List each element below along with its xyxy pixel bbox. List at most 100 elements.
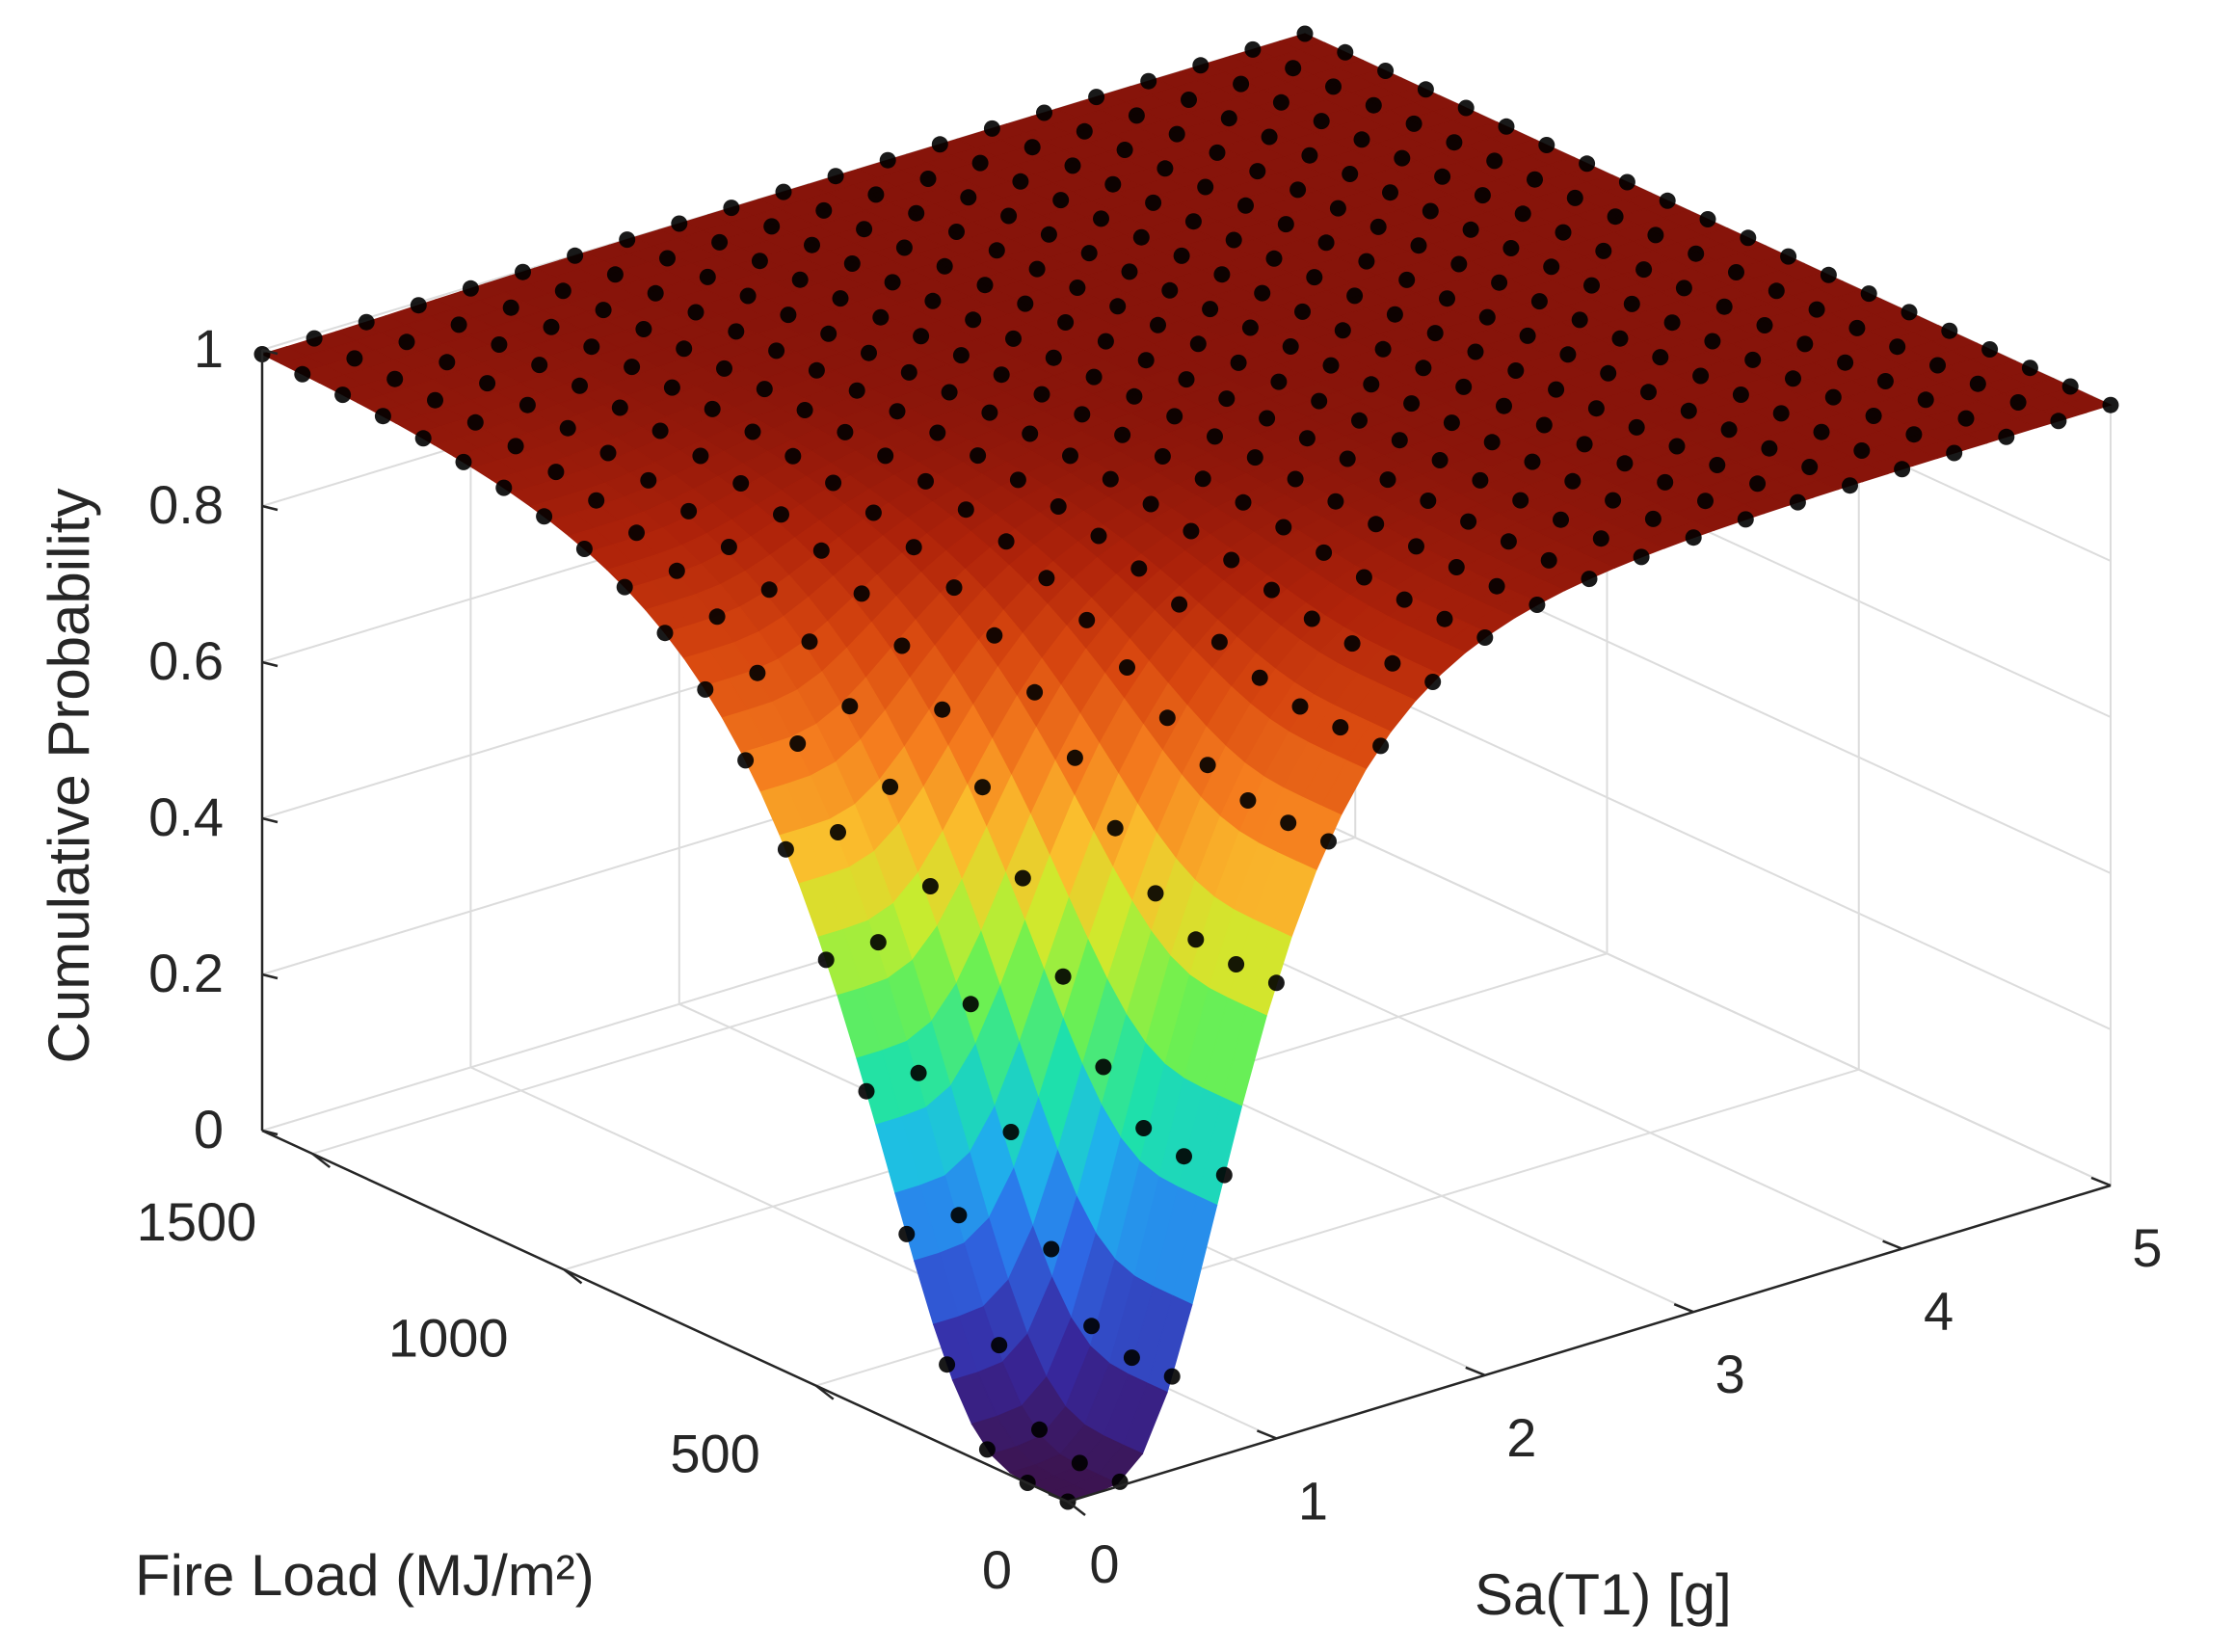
data-marker (804, 236, 820, 253)
data-marker (924, 292, 942, 309)
data-marker (659, 250, 676, 267)
data-marker (1768, 282, 1785, 300)
data-marker (1600, 364, 1617, 382)
data-marker (1720, 421, 1738, 439)
z-axis-title: Cumulative Probability (37, 489, 101, 1064)
data-marker (1410, 237, 1427, 254)
data-marker (547, 464, 565, 481)
data-marker (1121, 263, 1138, 280)
data-marker (1317, 234, 1335, 252)
data-marker (1207, 428, 1223, 445)
data-marker (1372, 737, 1390, 755)
data-marker (744, 423, 761, 440)
data-marker (1394, 149, 1411, 167)
data-marker (1156, 160, 1174, 177)
data-marker (848, 382, 865, 399)
data-marker (1097, 333, 1114, 350)
data-marker (1261, 128, 1278, 146)
data-marker (1270, 373, 1288, 390)
data-marker (1519, 327, 1536, 344)
data-marker (908, 204, 925, 222)
data-marker (1801, 459, 1819, 475)
data-marker (1040, 226, 1057, 243)
sa-tick (1882, 1239, 1903, 1250)
data-marker (1102, 470, 1119, 488)
data-marker (1183, 522, 1200, 540)
sa-tick-label: 3 (1715, 1344, 1745, 1404)
sa-tick (1256, 1429, 1277, 1440)
z-tick-label: 1 (194, 318, 224, 379)
data-marker (1500, 533, 1517, 550)
data-marker (1251, 669, 1268, 686)
data-marker (1296, 25, 1314, 42)
data-marker (711, 233, 729, 251)
data-marker (997, 533, 1015, 550)
data-marker (628, 524, 645, 542)
fireload-tick (814, 1384, 835, 1400)
data-marker (1171, 596, 1188, 613)
sa-tick-label: 2 (1506, 1407, 1536, 1468)
data-marker (1436, 610, 1453, 627)
data-marker (1478, 308, 1496, 326)
data-marker (1017, 295, 1034, 312)
data-marker (1455, 378, 1473, 395)
data-marker (1142, 495, 1159, 513)
fireload-axis-line (261, 1129, 1069, 1504)
data-marker (869, 934, 887, 951)
data-marker (1780, 248, 1797, 265)
data-marker (1249, 163, 1266, 180)
data-marker (1789, 493, 1806, 511)
data-marker (1104, 175, 1122, 193)
data-marker (948, 224, 965, 240)
data-marker (867, 186, 885, 203)
data-marker (398, 333, 415, 351)
data-marker (1530, 293, 1548, 310)
data-marker (1426, 325, 1444, 342)
data-marker (1685, 529, 1702, 546)
data-marker (1391, 432, 1408, 449)
data-marker (1657, 473, 1674, 491)
data-marker (1732, 386, 1749, 403)
data-marker (1772, 405, 1790, 422)
data-marker (820, 325, 837, 342)
data-marker (1405, 115, 1422, 132)
data-marker (1002, 1124, 1020, 1140)
data-marker (739, 287, 757, 305)
data-marker (898, 1225, 916, 1242)
data-marker (1322, 357, 1340, 374)
marker-layer (253, 25, 2119, 1510)
z-tick (261, 1129, 279, 1136)
data-marker (1275, 519, 1292, 536)
data-marker (640, 471, 657, 489)
data-marker (1291, 698, 1309, 715)
data-marker (1005, 330, 1022, 347)
data-marker (1306, 269, 1323, 286)
data-marker (751, 253, 768, 270)
data-marker (1199, 757, 1216, 774)
data-marker (965, 311, 982, 329)
data-marker (1346, 287, 1364, 305)
data-marker (981, 404, 998, 421)
data-marker (1181, 92, 1197, 108)
data-marker (334, 386, 352, 404)
data-marker (877, 447, 894, 465)
data-marker (1837, 354, 1854, 371)
data-marker (1343, 635, 1361, 653)
data-marker (1663, 314, 1681, 332)
data-marker (861, 344, 877, 361)
data-marker (1616, 455, 1634, 472)
data-marker (1178, 371, 1195, 388)
data-marker (1009, 471, 1026, 489)
data-marker (1502, 240, 1520, 256)
data-marker (1659, 192, 1676, 209)
data-marker (1218, 390, 1236, 408)
data-marker (1403, 395, 1421, 413)
data-marker (1194, 470, 1211, 488)
sa-axis-line (1067, 1184, 2112, 1504)
data-marker (294, 365, 311, 383)
data-marker (692, 447, 709, 465)
data-marker (1128, 107, 1145, 124)
data-marker (1263, 581, 1280, 599)
data-marker (595, 302, 612, 319)
data-marker (882, 778, 899, 795)
